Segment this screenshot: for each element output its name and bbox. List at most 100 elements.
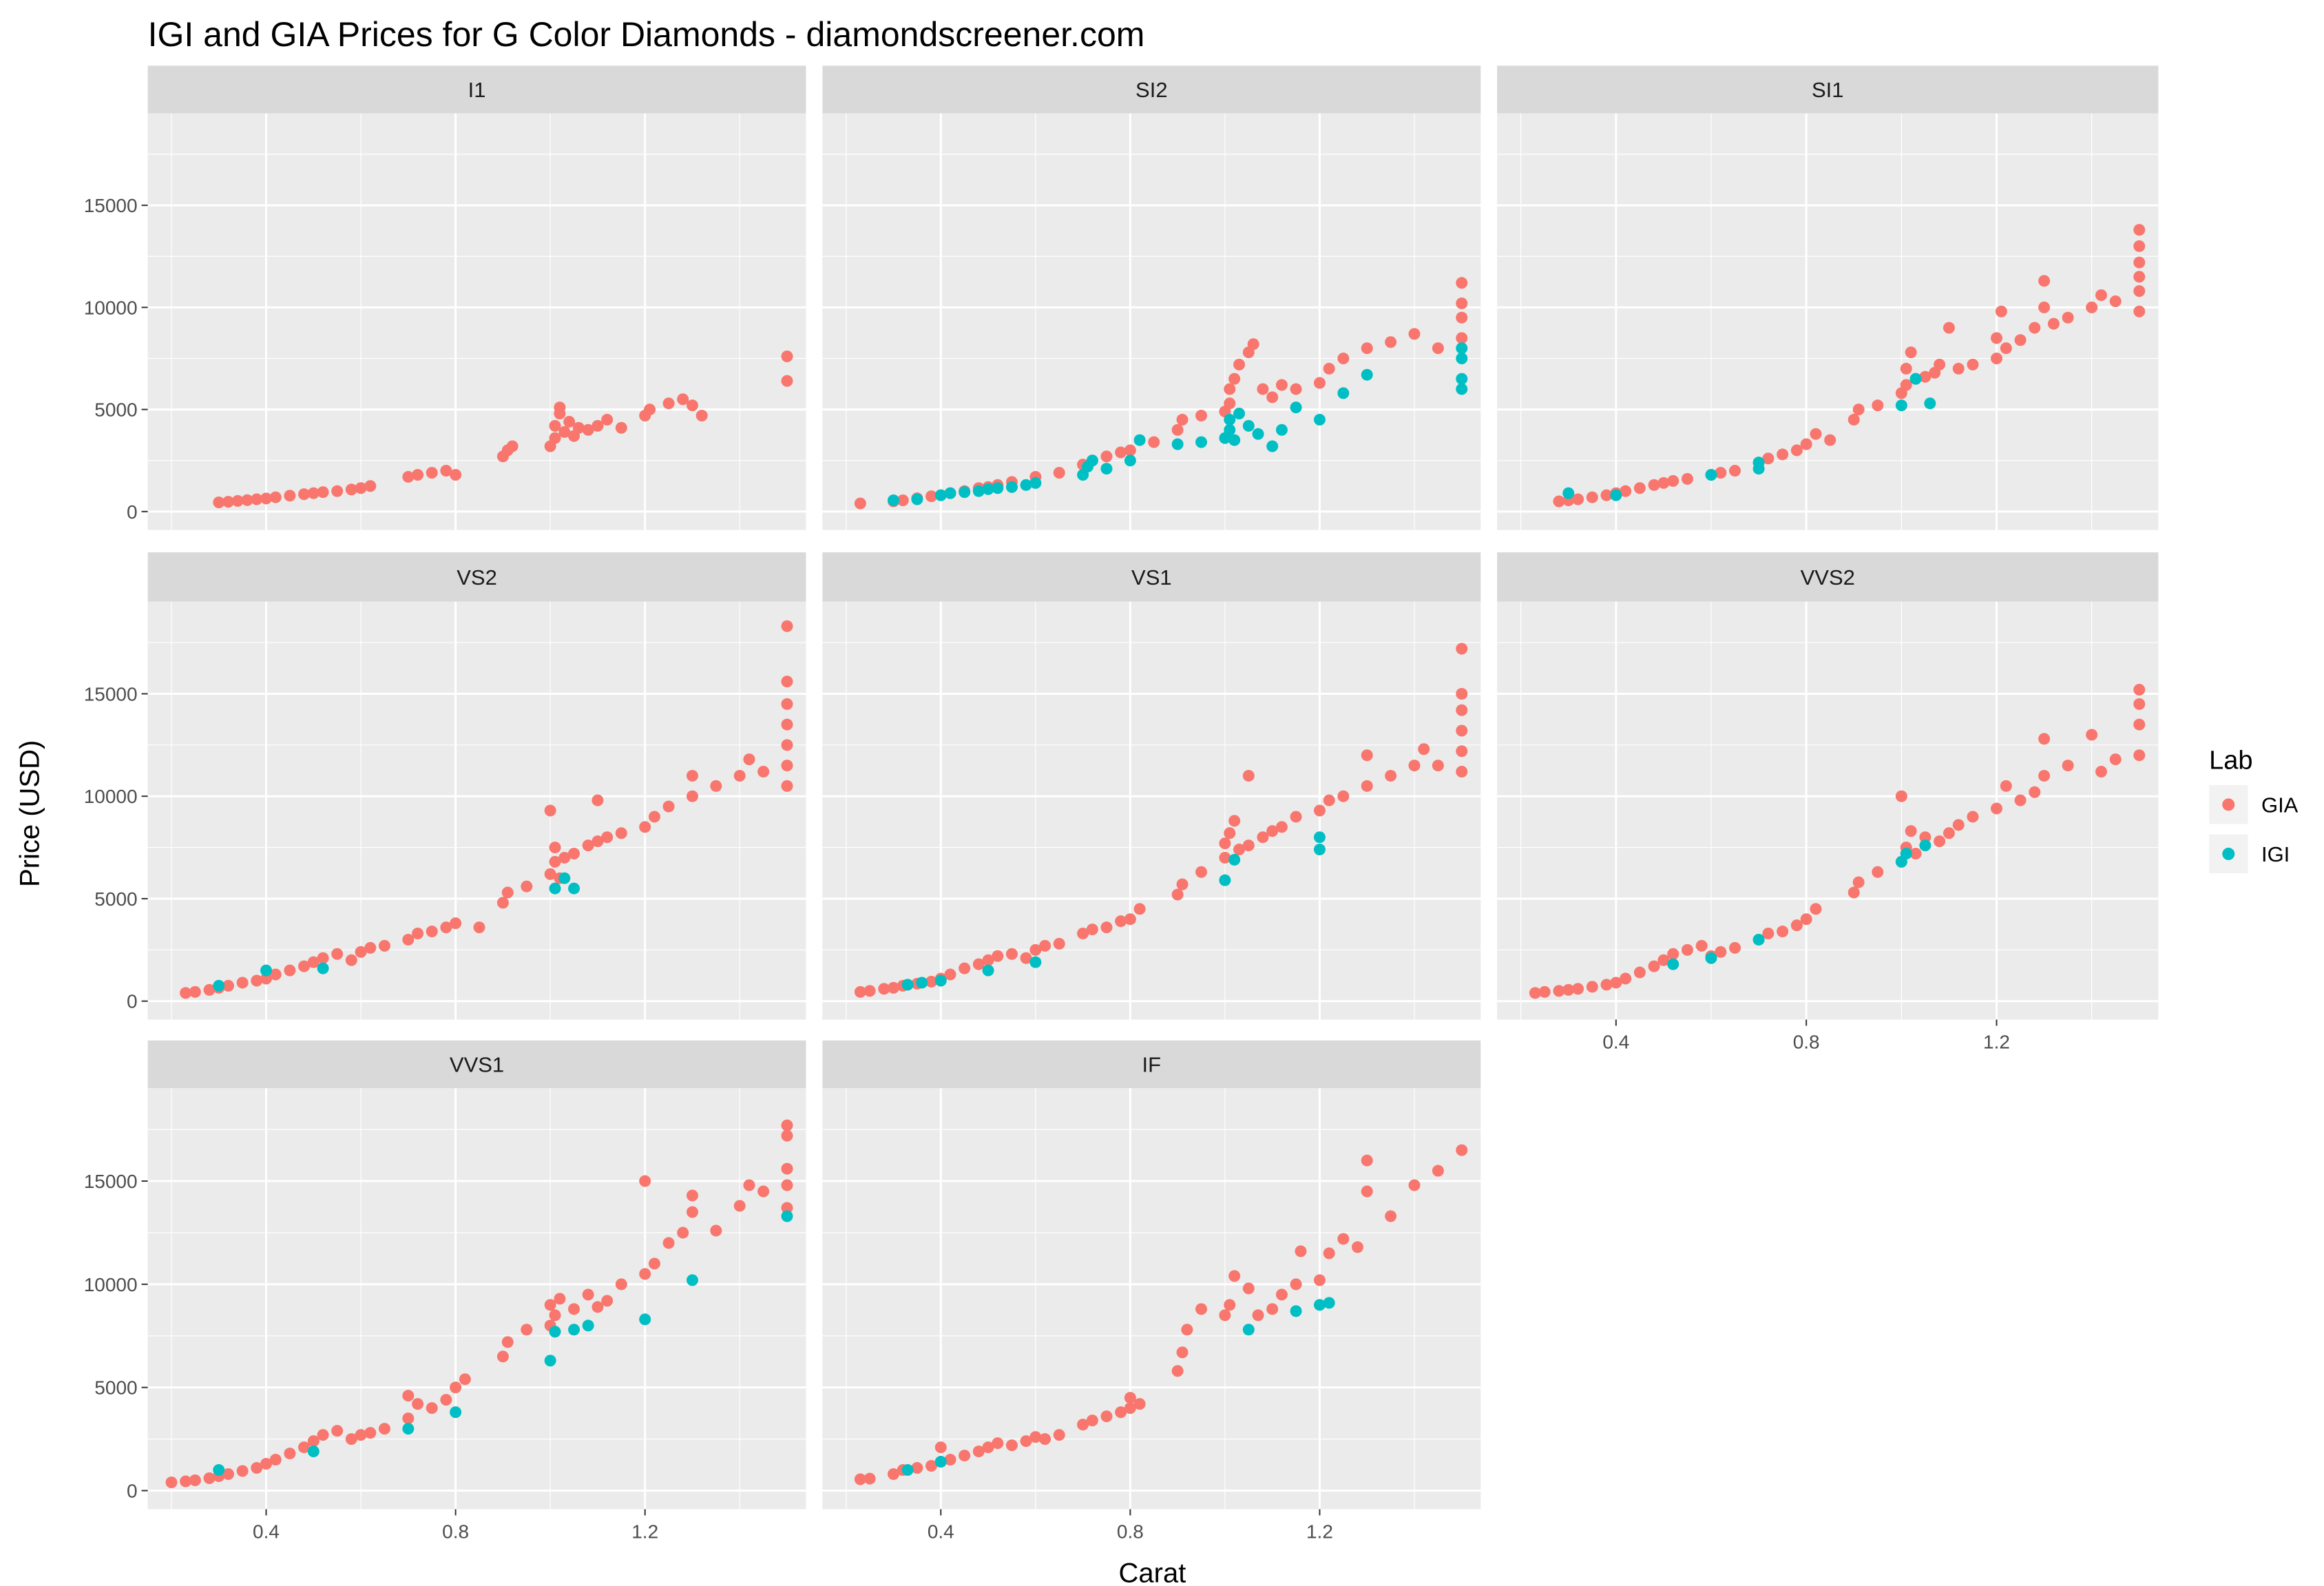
data-point-igi	[1705, 468, 1717, 481]
data-point-gia	[2014, 794, 2027, 806]
facet-strip-label: VS2	[457, 565, 497, 589]
data-point-gia	[601, 1295, 614, 1307]
data-point-gia	[506, 440, 519, 452]
data-point-gia	[1100, 921, 1113, 934]
data-point-gia	[189, 1474, 201, 1487]
data-point-gia	[1790, 444, 1803, 457]
data-point-gia	[554, 401, 566, 414]
data-point-igi	[558, 872, 571, 884]
data-point-gia	[1952, 819, 1965, 831]
data-point-gia	[251, 1462, 263, 1474]
data-point-gia	[1777, 926, 1789, 938]
y-tick-label: 15000	[84, 683, 138, 705]
data-point-gia	[1290, 811, 1302, 823]
data-point-gia	[781, 698, 793, 710]
data-point-gia	[1943, 322, 1955, 334]
data-point-gia	[854, 1473, 866, 1485]
data-point-gia	[2133, 698, 2146, 710]
data-point-gia	[2086, 301, 2098, 313]
data-point-igi	[1228, 434, 1241, 446]
data-point-gia	[1361, 342, 1373, 355]
data-point-gia	[331, 948, 344, 960]
data-point-gia	[496, 897, 509, 909]
data-point-gia	[781, 718, 793, 731]
data-point-igi	[916, 977, 928, 989]
data-point-gia	[364, 1427, 377, 1439]
data-point-igi	[944, 487, 956, 499]
data-point-gia	[549, 432, 561, 444]
data-point-gia	[733, 1200, 746, 1212]
data-point-gia	[1029, 943, 1042, 956]
data-point-gia	[1039, 1433, 1051, 1446]
data-point-igi	[1228, 853, 1241, 866]
data-point-gia	[1351, 1241, 1363, 1253]
legend-swatch-gia	[2222, 798, 2235, 811]
data-point-gia	[582, 1288, 594, 1301]
panel-background	[147, 601, 806, 1020]
y-axis-title: Price (USD)	[14, 740, 45, 887]
data-point-gia	[1408, 1179, 1421, 1191]
data-point-gia	[1586, 981, 1598, 993]
data-point-gia	[1620, 485, 1632, 497]
data-point-gia	[1633, 966, 1646, 979]
data-point-gia	[1456, 704, 1468, 716]
data-point-gia	[615, 827, 627, 839]
data-point-gia	[1418, 743, 1430, 755]
data-point-gia	[549, 1309, 561, 1322]
data-point-gia	[307, 956, 320, 968]
y-tick-label: 0	[127, 501, 138, 523]
legend: Lab GIA IGI	[2209, 746, 2299, 874]
data-point-gia	[572, 421, 585, 434]
data-point-gia	[1266, 825, 1279, 837]
facet-strip	[822, 552, 1481, 602]
data-point-gia	[863, 985, 876, 997]
data-point-gia	[1275, 379, 1288, 391]
data-point-gia	[203, 983, 216, 996]
data-point-gia	[1224, 1299, 1236, 1311]
data-point-igi	[1242, 1324, 1255, 1336]
panel-background	[822, 1088, 1481, 1510]
data-point-gia	[781, 1162, 793, 1175]
data-point-gia	[1224, 383, 1236, 395]
data-point-gia	[544, 1299, 556, 1311]
data-point-gia	[521, 1324, 533, 1336]
data-point-gia	[944, 968, 956, 981]
y-tick-label: 5000	[94, 1377, 137, 1399]
data-point-igi	[1895, 399, 1907, 412]
data-point-gia	[1456, 724, 1468, 737]
data-point-gia	[1115, 915, 1127, 928]
data-point-gia	[639, 1268, 651, 1280]
facet-panel-if: IF 0.4 0.8 1.2	[822, 1040, 1481, 1542]
data-point-gia	[1247, 338, 1259, 351]
y-tick-label: 5000	[94, 888, 137, 910]
data-point-gia	[298, 488, 311, 501]
data-point-gia	[1847, 886, 1860, 899]
data-point-igi	[307, 1446, 320, 1458]
data-point-gia	[1991, 802, 2003, 815]
data-point-gia	[925, 975, 938, 988]
data-point-igi	[888, 494, 900, 507]
data-point-gia	[260, 972, 273, 985]
data-point-igi	[1361, 368, 1373, 381]
panel-background	[822, 601, 1481, 1020]
data-point-gia	[677, 393, 689, 406]
data-point-gia	[757, 765, 770, 778]
data-point-gia	[473, 921, 485, 934]
data-point-gia	[1313, 1274, 1326, 1286]
panel-background	[1497, 601, 2159, 1020]
data-point-gia	[1257, 831, 1269, 844]
data-point-igi	[781, 1210, 793, 1222]
data-point-gia	[2029, 786, 2041, 798]
data-point-gia	[180, 987, 192, 999]
x-tick-label: 0.8	[1117, 1521, 1144, 1542]
data-point-gia	[1633, 482, 1646, 494]
data-point-gia	[2038, 769, 2051, 782]
data-point-gia	[1275, 1288, 1288, 1301]
data-point-igi	[1667, 958, 1679, 970]
data-point-gia	[260, 1458, 273, 1470]
data-point-igi	[1323, 1297, 1335, 1309]
data-point-gia	[317, 1429, 329, 1441]
panel-background	[147, 1088, 806, 1510]
data-point-gia	[1991, 352, 2003, 364]
